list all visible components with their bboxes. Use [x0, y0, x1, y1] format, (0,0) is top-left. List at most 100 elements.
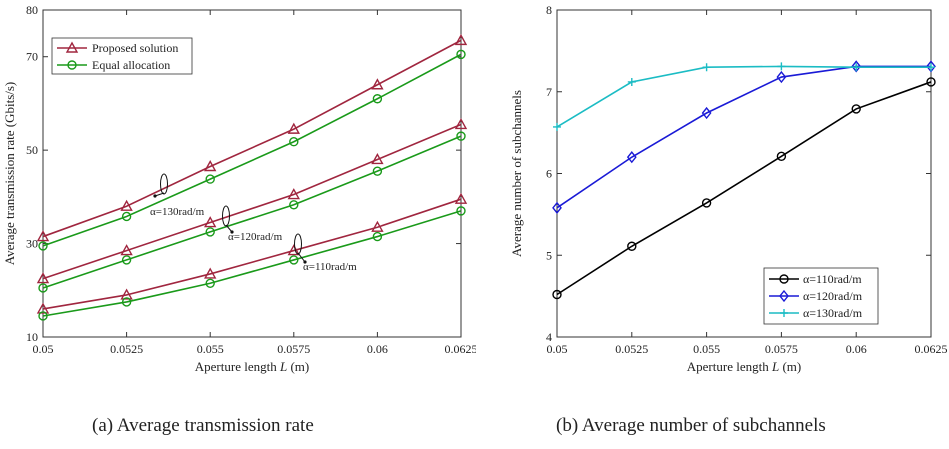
- data-point: [38, 311, 48, 321]
- legend-marker: [780, 309, 788, 317]
- data-point: [38, 241, 48, 251]
- subchannels-chart: 0.05 0.0525 0.055 0.0575 0.06 0.0625 4 5 6 7 8 Aper…: [509, 3, 948, 374]
- caption-b: (b) Average number of subchannels: [556, 415, 826, 436]
- series-2: [36, 118, 468, 284]
- data-point: [287, 188, 300, 200]
- y-tick-label: 8: [546, 3, 552, 17]
- data-point: [371, 153, 384, 165]
- data-point: [120, 199, 133, 211]
- x-tick-label: 0.055: [197, 342, 224, 356]
- annotation-0: α=130rad/m: [150, 173, 205, 218]
- data-point: [454, 33, 468, 46]
- y-tick-label: 50: [26, 143, 38, 157]
- y-axis-label: Average number of subchannels: [509, 90, 524, 257]
- annotation-arrowhead: [230, 230, 234, 234]
- series-4: [36, 192, 468, 314]
- series-line: [556, 65, 931, 128]
- data-point: [372, 166, 383, 176]
- x-tick-label: 0.0575: [277, 342, 310, 356]
- data-point: [777, 62, 786, 71]
- x-tick-label: 0.0525: [615, 342, 648, 356]
- data-point: [36, 230, 50, 242]
- annotation-ellipse: [294, 233, 302, 255]
- data-point: [852, 63, 861, 72]
- y-tick-label: 6: [546, 167, 552, 181]
- transmission-rate-chart: 0.05 0.0525 0.055 0.0575 0.06 0.0625 10 30 50 70 8…: [2, 3, 477, 374]
- x-axis-label: Aperture length L (m): [195, 359, 309, 374]
- data-point: [289, 200, 299, 210]
- data-point: [372, 231, 383, 242]
- legend-marker: [65, 41, 79, 53]
- data-point: [456, 131, 466, 141]
- data-point: [627, 77, 636, 86]
- legend: Proposed solution Equal allocation: [51, 37, 193, 75]
- x-tick-label: 0.055: [693, 342, 720, 356]
- series-line: [42, 123, 462, 280]
- legend: α=110rad/m α=120rad/m α=130rad/m: [763, 267, 879, 325]
- y-tick-label: 10: [26, 330, 38, 344]
- data-point: [204, 216, 217, 228]
- annotation-label: α=120rad/m: [228, 231, 283, 243]
- data-point: [372, 94, 383, 104]
- series-line: [42, 210, 462, 317]
- plot-frame: [42, 9, 462, 338]
- series-line: [42, 39, 462, 238]
- data-point: [36, 302, 50, 314]
- data-point: [120, 244, 133, 256]
- data-point: [454, 192, 468, 204]
- data-point: [926, 60, 936, 73]
- annotation-arrow: [297, 252, 306, 263]
- y-tick-label: 70: [26, 50, 38, 64]
- x-tick-label: 0.0575: [765, 342, 798, 356]
- data-point: [287, 244, 300, 256]
- annotation-2: α=110rad/m: [294, 233, 357, 273]
- data-point: [454, 118, 468, 130]
- legend-marker: [779, 289, 789, 303]
- series-line: [42, 198, 462, 310]
- x-tick-label: 0.05: [547, 342, 568, 356]
- data-point: [552, 201, 562, 214]
- annotation-1: α=120rad/m: [222, 205, 283, 243]
- x-axis-label: Aperture length L (m): [687, 359, 801, 374]
- caption-a: (a) Average transmission rate: [92, 415, 314, 436]
- x-tick-label: 0.0525: [110, 342, 143, 356]
- legend-label: Equal allocation: [92, 58, 170, 72]
- data-point: [371, 220, 384, 232]
- data-point: [456, 49, 466, 60]
- series-5: [38, 206, 466, 321]
- data-point: [204, 160, 217, 172]
- series-1: [552, 60, 936, 214]
- data-point: [204, 267, 217, 279]
- data-point: [120, 288, 133, 300]
- data-point: [38, 283, 48, 293]
- y-tick-label: 30: [26, 237, 38, 251]
- data-point: [702, 63, 711, 72]
- data-point: [121, 255, 132, 265]
- series-3: [38, 131, 466, 293]
- data-point: [289, 255, 299, 265]
- data-point: [205, 278, 215, 288]
- data-point: [701, 106, 712, 120]
- y-tick-label: 7: [546, 85, 552, 99]
- annotation-label: α=130rad/m: [150, 206, 205, 218]
- series-line: [556, 65, 931, 209]
- legend-label: α=110rad/m: [803, 272, 862, 286]
- data-point: [926, 77, 936, 87]
- data-point: [626, 151, 637, 164]
- x-tick-label: 0.06: [367, 342, 388, 356]
- data-point: [851, 60, 862, 73]
- data-point: [851, 104, 861, 114]
- x-tick-label: 0.0625: [915, 342, 948, 356]
- data-point: [205, 174, 215, 184]
- data-point: [371, 78, 384, 90]
- data-point: [121, 297, 132, 307]
- data-point: [289, 137, 299, 147]
- series-0: [552, 77, 936, 300]
- annotation-label: α=110rad/m: [303, 261, 357, 273]
- y-axis-label: Average transmission rate (Gbits/s): [2, 82, 17, 266]
- legend-label: Proposed solution: [92, 41, 178, 55]
- series-0: [36, 33, 468, 242]
- legend-label: α=130rad/m: [803, 306, 863, 320]
- series-line: [556, 81, 932, 296]
- x-tick-label: 0.0625: [445, 342, 477, 356]
